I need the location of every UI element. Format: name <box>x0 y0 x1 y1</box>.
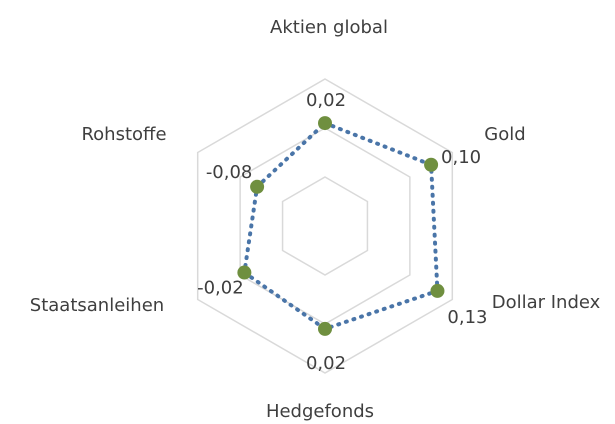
data-label-3: 0,02 <box>306 353 346 374</box>
category-label-1: Gold <box>484 124 525 145</box>
grid-ring <box>196 78 454 374</box>
data-label-2: 0,13 <box>447 307 487 328</box>
data-label-1: 0,10 <box>441 147 481 168</box>
grid-ring <box>281 176 369 276</box>
category-label-3: Hedgefonds <box>266 401 374 422</box>
data-labels: 0,02 0,10 0,13 0,02 -0,02 -0,08 <box>197 90 487 374</box>
series-markers <box>237 116 445 336</box>
data-point-1 <box>424 157 439 172</box>
grid-ring <box>239 127 411 325</box>
data-point-4 <box>237 265 252 280</box>
data-point-0 <box>318 116 332 131</box>
category-label-2: Dollar Index <box>492 292 601 313</box>
data-point-2 <box>430 283 445 298</box>
category-label-5: Rohstoffe <box>81 124 166 145</box>
category-label-0: Aktien global <box>270 17 388 38</box>
data-label-5: -0,08 <box>206 162 253 183</box>
category-labels: Aktien global Gold Dollar Index Hedgefonds S… <box>30 17 601 422</box>
data-point-3 <box>318 321 332 336</box>
data-label-4: -0,02 <box>197 278 244 299</box>
series-line <box>242 120 440 332</box>
data-label-0: 0,02 <box>306 90 346 111</box>
category-label-4: Staatsanleihen <box>30 295 164 316</box>
data-point-5 <box>250 179 265 194</box>
